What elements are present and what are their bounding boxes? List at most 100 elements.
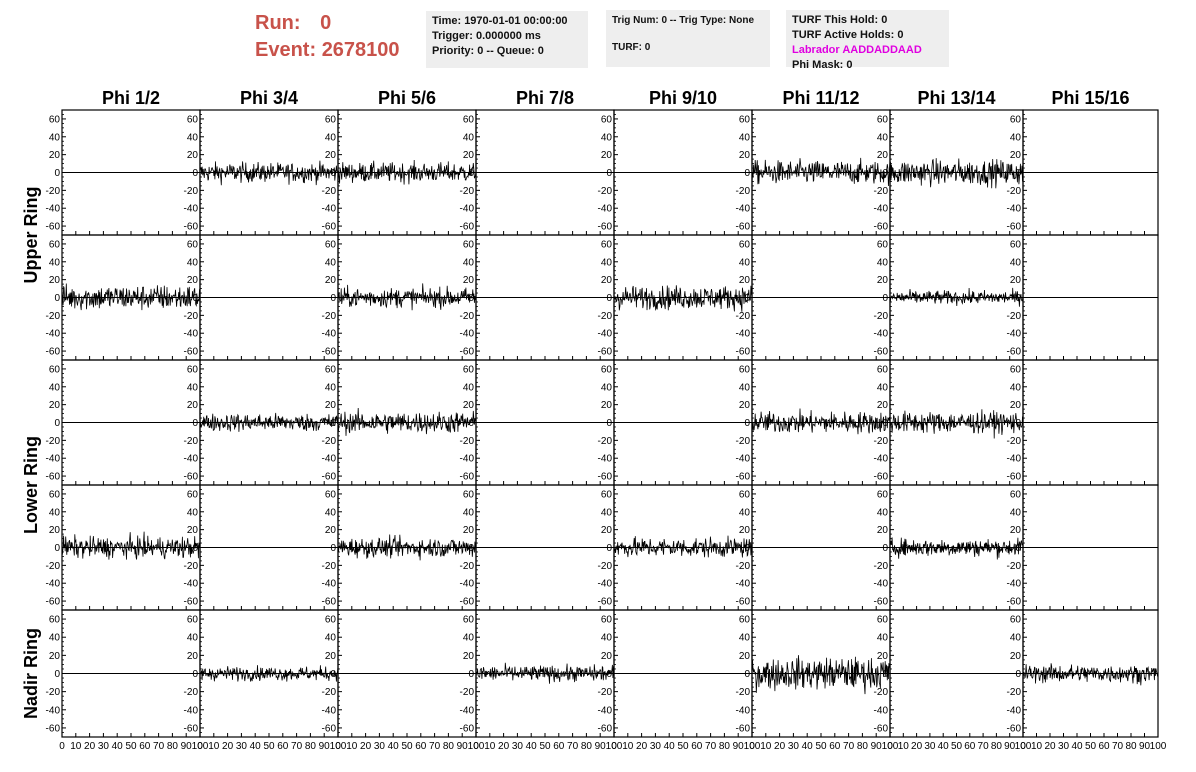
y-tick-label: 20: [187, 651, 199, 662]
y-tick-label: 20: [49, 275, 61, 286]
y-tick-label: -60: [322, 472, 337, 483]
y-tick-label: -20: [460, 436, 475, 447]
y-tick-label: -20: [874, 311, 889, 322]
turf-line: TURF: 0: [612, 42, 651, 53]
y-tick-label: -40: [322, 579, 337, 590]
y-tick-label: 20: [739, 400, 751, 411]
y-tick-label: -60: [46, 347, 61, 358]
y-tick-label: 60: [49, 364, 61, 375]
y-tick-label: 40: [877, 382, 889, 393]
y-tick-label: 40: [463, 507, 475, 518]
y-tick-label: 0: [606, 168, 612, 179]
y-tick-label: -40: [322, 329, 337, 340]
y-tick-label: -20: [460, 311, 475, 322]
event-line: Event: 2678100: [255, 37, 400, 64]
y-tick-label: 60: [601, 239, 613, 250]
x-tick-label: 70: [843, 741, 855, 752]
x-tick-label: 70: [705, 741, 717, 752]
y-tick-label: 0: [882, 293, 888, 304]
y-tick-label: 20: [1010, 525, 1022, 536]
y-tick-label: 60: [463, 615, 475, 626]
column-header-2: Phi 3/4: [240, 88, 298, 108]
waveform-trace-r5-c8: [1022, 663, 1159, 686]
waveform-trace-r2-c5: [613, 285, 753, 312]
y-tick-label: 0: [882, 543, 888, 554]
waveform-trace-r1-c2: [199, 160, 339, 186]
y-tick-label: 0: [744, 669, 750, 680]
y-tick-label: 0: [54, 543, 60, 554]
y-tick-label: 20: [877, 525, 889, 536]
waveform-trace-r1-c3: [337, 159, 477, 185]
y-tick-label: -40: [46, 329, 61, 340]
y-tick-label: 60: [49, 615, 61, 626]
x-tick-label: 10: [70, 741, 82, 752]
y-tick-label: 20: [325, 275, 337, 286]
y-tick-label: -40: [184, 579, 199, 590]
y-tick-label: -20: [1007, 311, 1022, 322]
column-header-6: Phi 11/12: [782, 88, 859, 108]
y-tick-label: -20: [1007, 687, 1022, 698]
y-tick-label: -20: [184, 436, 199, 447]
y-tick-label: 60: [1010, 239, 1022, 250]
y-tick-label: 60: [1010, 364, 1022, 375]
y-tick-label: 20: [877, 651, 889, 662]
y-tick-label: 60: [877, 615, 889, 626]
y-tick-label: -60: [184, 347, 199, 358]
y-tick-label: -60: [184, 723, 199, 734]
y-tick-label: -60: [874, 222, 889, 233]
x-tick-label: 50: [125, 741, 137, 752]
y-tick-label: 0: [468, 168, 474, 179]
y-tick-label: 0: [606, 543, 612, 554]
x-tick-label: 60: [691, 741, 703, 752]
x-tick-label: 90: [1004, 741, 1016, 752]
y-tick-label: -60: [1007, 347, 1022, 358]
x-tick-label: 60: [829, 741, 841, 752]
event-header: Run: 0 Event: 2678100 Time: 1970-01-01 0…: [0, 0, 1196, 80]
row-group-label-3: Nadir Ring: [21, 628, 41, 719]
y-tick-label: -60: [184, 472, 199, 483]
column-header-1: Phi 1/2: [102, 88, 160, 108]
x-tick-label: 30: [374, 741, 386, 752]
y-tick-label: 40: [739, 507, 751, 518]
y-tick-label: -40: [736, 579, 751, 590]
y-tick-label: -20: [736, 436, 751, 447]
y-tick-label: 20: [49, 651, 61, 662]
y-tick-label: 60: [187, 615, 199, 626]
y-tick-label: 20: [325, 150, 337, 161]
y-tick-label: -40: [322, 705, 337, 716]
y-tick-label: -20: [598, 687, 613, 698]
y-tick-label: -60: [460, 597, 475, 608]
waveform-trace-r1-c7: [889, 158, 1024, 189]
event-label: Event:: [255, 39, 317, 61]
y-tick-label: -40: [736, 705, 751, 716]
x-tick-label: 0: [197, 741, 203, 752]
column-header-8: Phi 15/16: [1051, 88, 1129, 108]
y-tick-label: -20: [736, 186, 751, 197]
x-tick-label: 70: [567, 741, 579, 752]
x-tick-label: 90: [319, 741, 331, 752]
x-tick-label: 90: [595, 741, 607, 752]
x-tick-label: 30: [650, 741, 662, 752]
x-tick-label: 20: [636, 741, 648, 752]
y-tick-label: 20: [739, 275, 751, 286]
turf-hold-line: TURF This Hold: 0: [792, 14, 888, 26]
y-tick-label: -40: [598, 579, 613, 590]
y-tick-label: 0: [1015, 168, 1021, 179]
y-tick-label: 60: [325, 364, 337, 375]
x-tick-label: 40: [802, 741, 814, 752]
y-tick-label: -60: [736, 222, 751, 233]
y-tick-label: 0: [468, 293, 474, 304]
x-tick-label: 40: [664, 741, 676, 752]
y-tick-label: 20: [1010, 150, 1022, 161]
x-tick-label: 90: [871, 741, 883, 752]
waveform-trace-r5-c2: [199, 665, 339, 682]
y-tick-label: 60: [187, 489, 199, 500]
y-tick-label: -40: [1007, 329, 1022, 340]
x-tick-label: 10: [898, 741, 910, 752]
y-tick-label: 40: [187, 132, 199, 143]
y-tick-label: 0: [54, 418, 60, 429]
y-tick-label: 60: [1010, 114, 1022, 125]
y-tick-label: -60: [598, 597, 613, 608]
y-tick-label: -40: [184, 204, 199, 215]
y-tick-label: 0: [54, 293, 60, 304]
